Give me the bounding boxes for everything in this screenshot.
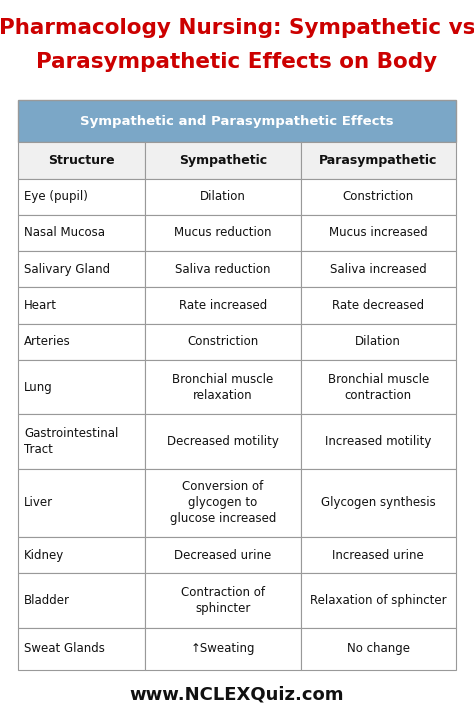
Text: Structure: Structure: [48, 154, 115, 167]
Bar: [145, 251, 301, 288]
Text: Gastrointestinal
Tract: Gastrointestinal Tract: [24, 427, 118, 456]
Bar: [145, 360, 301, 414]
Text: Saliva increased: Saliva increased: [330, 262, 427, 275]
Text: Glycogen synthesis: Glycogen synthesis: [321, 496, 436, 509]
Bar: [301, 469, 456, 537]
Text: Heart: Heart: [24, 299, 57, 312]
Bar: [18, 215, 145, 251]
Text: Decreased motility: Decreased motility: [167, 435, 279, 448]
Bar: [301, 251, 456, 288]
Bar: [145, 324, 301, 360]
Text: Parasympathetic: Parasympathetic: [319, 154, 438, 167]
Bar: [145, 288, 301, 324]
Text: Increased urine: Increased urine: [332, 549, 424, 562]
Bar: [18, 360, 145, 414]
Text: Pharmacology Nursing: Sympathetic vs: Pharmacology Nursing: Sympathetic vs: [0, 18, 474, 38]
Bar: [145, 142, 301, 178]
Bar: [18, 288, 145, 324]
Text: Mucus reduction: Mucus reduction: [174, 226, 272, 239]
Bar: [18, 142, 145, 178]
Text: Mucus increased: Mucus increased: [329, 226, 428, 239]
Bar: [18, 100, 456, 142]
Bar: [301, 414, 456, 469]
Text: Rate increased: Rate increased: [179, 299, 267, 312]
Text: Dilation: Dilation: [200, 191, 246, 203]
Bar: [301, 178, 456, 215]
Bar: [301, 573, 456, 628]
Bar: [145, 469, 301, 537]
Text: Bronchial muscle
relaxation: Bronchial muscle relaxation: [172, 372, 273, 401]
Text: Sympathetic and Parasympathetic Effects: Sympathetic and Parasympathetic Effects: [80, 114, 394, 128]
Text: www.NCLEXQuiz.com: www.NCLEXQuiz.com: [130, 686, 344, 704]
Text: No change: No change: [347, 642, 410, 655]
Bar: [145, 414, 301, 469]
Bar: [18, 469, 145, 537]
Bar: [301, 537, 456, 573]
Text: Decreased urine: Decreased urine: [174, 549, 272, 562]
Text: Saliva reduction: Saliva reduction: [175, 262, 271, 275]
Bar: [301, 142, 456, 178]
Text: Arteries: Arteries: [24, 335, 71, 348]
Text: Parasympathetic Effects on Body: Parasympathetic Effects on Body: [36, 52, 438, 72]
Text: Constriction: Constriction: [187, 335, 258, 348]
Text: Eye (pupil): Eye (pupil): [24, 191, 88, 203]
Text: Increased motility: Increased motility: [325, 435, 431, 448]
Bar: [301, 324, 456, 360]
Text: Sympathetic: Sympathetic: [179, 154, 267, 167]
Bar: [301, 288, 456, 324]
Bar: [301, 628, 456, 670]
Text: Contraction of
sphincter: Contraction of sphincter: [181, 586, 265, 615]
Text: ↑Sweating: ↑Sweating: [191, 642, 255, 655]
Bar: [301, 215, 456, 251]
Bar: [145, 215, 301, 251]
Bar: [145, 573, 301, 628]
Bar: [18, 324, 145, 360]
Text: Rate decreased: Rate decreased: [332, 299, 424, 312]
Text: Dilation: Dilation: [356, 335, 401, 348]
Text: Kidney: Kidney: [24, 549, 64, 562]
Bar: [18, 251, 145, 288]
Text: Relaxation of sphincter: Relaxation of sphincter: [310, 594, 447, 607]
Text: Bladder: Bladder: [24, 594, 70, 607]
Bar: [18, 414, 145, 469]
Bar: [145, 537, 301, 573]
Text: Salivary Gland: Salivary Gland: [24, 262, 110, 275]
Text: Bronchial muscle
contraction: Bronchial muscle contraction: [328, 372, 429, 401]
Text: Nasal Mucosa: Nasal Mucosa: [24, 226, 105, 239]
Text: Constriction: Constriction: [343, 191, 414, 203]
Text: Sweat Glands: Sweat Glands: [24, 642, 105, 655]
Bar: [18, 628, 145, 670]
Bar: [301, 360, 456, 414]
Bar: [145, 178, 301, 215]
Bar: [18, 178, 145, 215]
Text: Lung: Lung: [24, 380, 53, 393]
Bar: [18, 573, 145, 628]
Bar: [145, 628, 301, 670]
Bar: [18, 537, 145, 573]
Text: Liver: Liver: [24, 496, 53, 509]
Text: Conversion of
glycogen to
glucose increased: Conversion of glycogen to glucose increa…: [170, 480, 276, 526]
